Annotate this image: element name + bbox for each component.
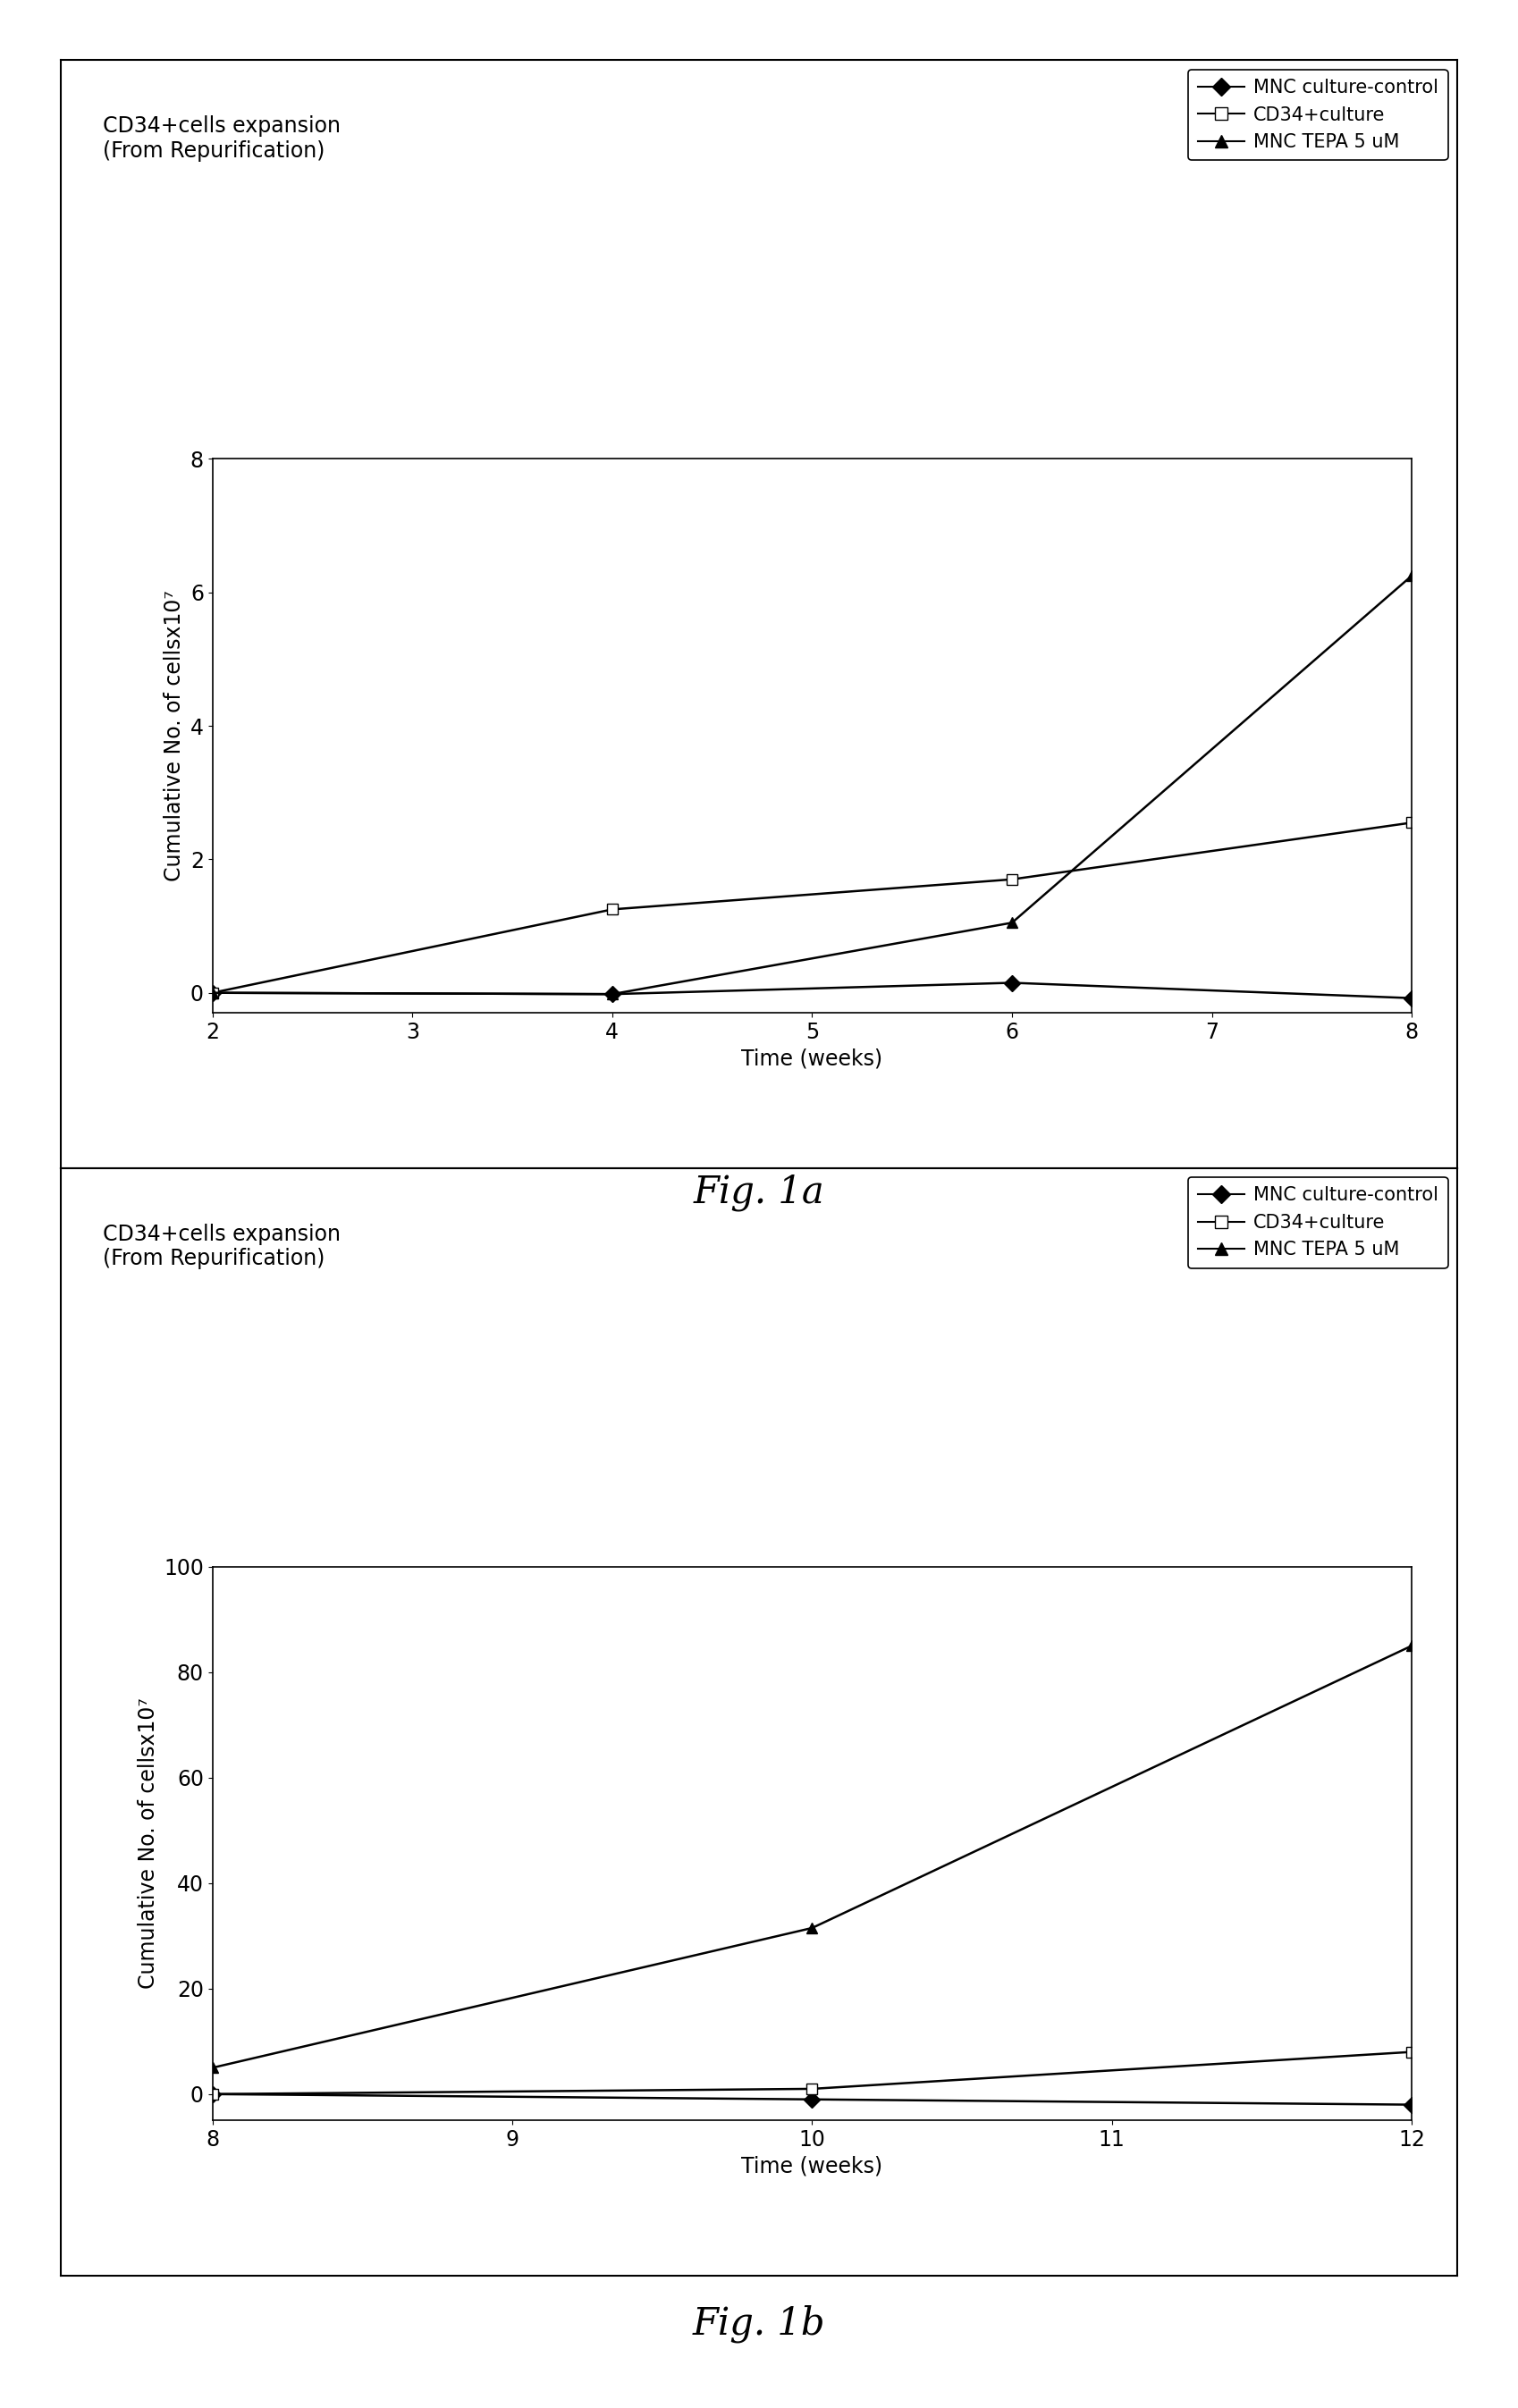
Y-axis label: Cumulative No. of cellsx10⁷: Cumulative No. of cellsx10⁷ [137,1698,159,1989]
X-axis label: Time (weeks): Time (weeks) [741,1047,883,1069]
X-axis label: Time (weeks): Time (weeks) [741,2155,883,2177]
Y-axis label: Cumulative No. of cellsx10⁷: Cumulative No. of cellsx10⁷ [164,590,185,881]
Legend: MNC culture-control, CD34+culture, MNC TEPA 5 uM: MNC culture-control, CD34+culture, MNC T… [1189,1178,1448,1269]
Text: Fig. 1b: Fig. 1b [692,2304,826,2343]
Text: CD34+cells expansion
(From Repurification): CD34+cells expansion (From Repurificatio… [103,1223,340,1269]
Text: CD34+cells expansion
(From Repurification): CD34+cells expansion (From Repurificatio… [103,116,340,161]
Legend: MNC culture-control, CD34+culture, MNC TEPA 5 uM: MNC culture-control, CD34+culture, MNC T… [1189,70,1448,161]
Text: Fig. 1a: Fig. 1a [694,1173,824,1211]
